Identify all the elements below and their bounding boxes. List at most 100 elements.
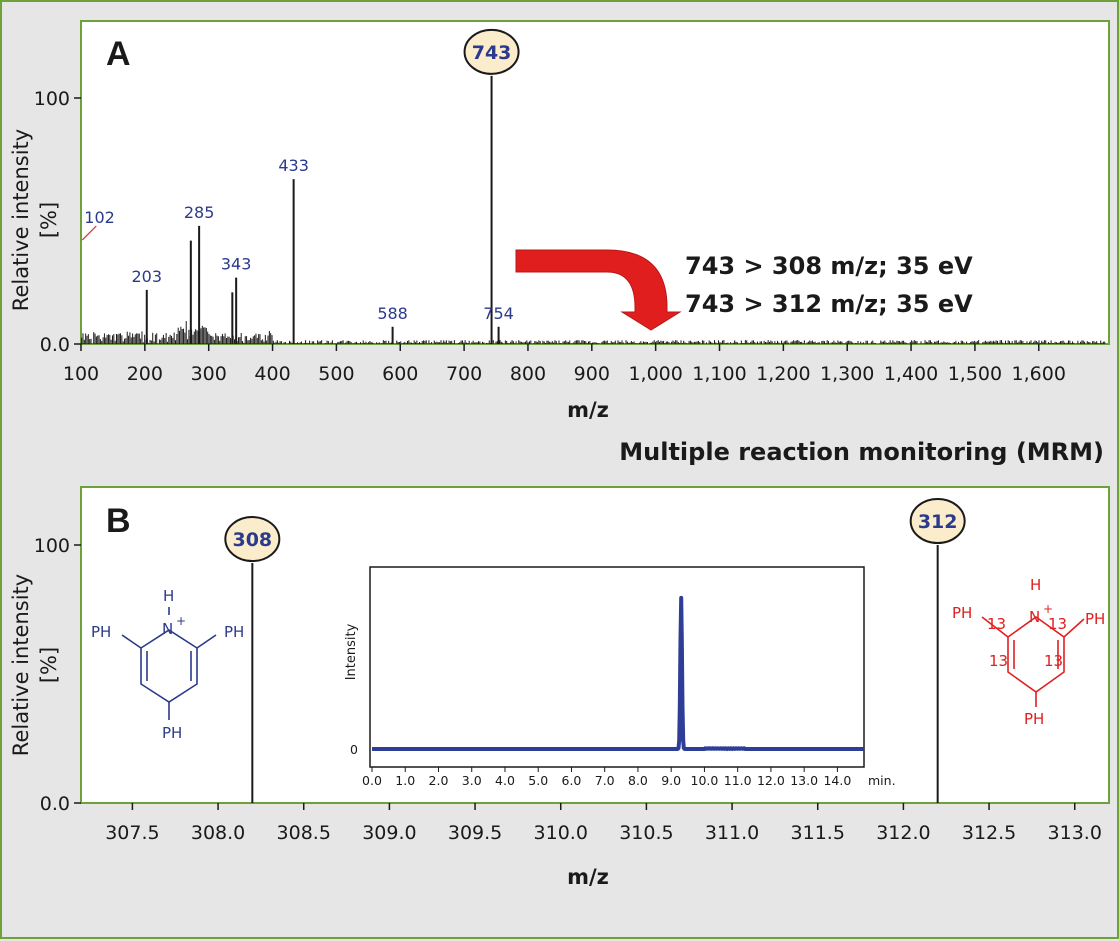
- panel-a-chart: 0.0 100 100 200 300 400 500 600 700 800 900 1,000 1,…: [9, 28, 1106, 422]
- x-tick-label: 600: [382, 363, 418, 385]
- x-tick-label: 100: [63, 363, 99, 385]
- inset-x-tick-label: 0.0: [362, 773, 382, 788]
- molecule-labeled-plus: +: [1043, 602, 1053, 616]
- molecule-unlabeled-ph-right: PH: [224, 623, 244, 641]
- y-axis-label: Relative intensity [%]: [9, 129, 61, 311]
- inset-x-tick-label: 6.0: [562, 773, 582, 788]
- y-tick-label: 0.0: [40, 334, 70, 356]
- inset-x-tick-label: 1.0: [395, 773, 415, 788]
- inset-x-tick-label: 14.0: [823, 773, 851, 788]
- molecule-unlabeled-ph-bottom: PH: [162, 724, 182, 742]
- x-tick-label: 308.5: [277, 822, 331, 844]
- x-tick-label: 1,100: [692, 363, 746, 385]
- inset-y-tick-label: 0: [350, 742, 358, 757]
- y-axis-label: Relative intensity [%]: [9, 574, 61, 756]
- panel-a-label: A: [106, 35, 131, 73]
- molecule-labeled-c13-3: 13: [989, 652, 1008, 670]
- molecule-labeled-c13-2: 13: [1048, 615, 1067, 633]
- molecule-labeled-n: N: [1029, 608, 1040, 626]
- molecule-unlabeled-plus: +: [176, 614, 186, 628]
- y-tick-label: 100: [34, 535, 70, 557]
- peak-highlight-bubble: [224, 516, 281, 563]
- panel-b-chart: 0.0 100 307.5 308.0 308.5 309.0 309.5 310.0 310.…: [9, 498, 1102, 889]
- x-tick-label: 311.0: [705, 822, 759, 844]
- peak-highlight-label: 312: [918, 511, 958, 533]
- molecule-labeled: [981, 616, 1085, 707]
- transition-line-1: 743 > 308 m/z; 35 eV: [685, 252, 973, 280]
- peak-highlight-bubble: [463, 28, 520, 75]
- x-tick-label: 1,500: [948, 363, 1002, 385]
- y-axis-label-line-2: [%]: [37, 202, 61, 238]
- inset-y-axis-label: Intensity: [344, 623, 359, 680]
- x-tick-label: 1,200: [756, 363, 810, 385]
- x-tick-label: 1,300: [820, 363, 874, 385]
- x-tick-label: 313.0: [1048, 822, 1102, 844]
- x-tick-label: 1,600: [1012, 363, 1066, 385]
- peak-label: 754: [483, 304, 514, 323]
- molecule-labeled-c13-4: 13: [1044, 652, 1063, 670]
- x-tick-label: 200: [127, 363, 163, 385]
- peak-label: 588: [377, 304, 408, 323]
- peak-label: 285: [184, 203, 215, 222]
- molecule-unlabeled-n: N: [162, 620, 173, 638]
- peak-label: 343: [221, 255, 252, 274]
- peak-label: 102: [84, 208, 115, 227]
- y-tick-label: 0.0: [40, 793, 70, 815]
- x-tick-label: 308.0: [191, 822, 245, 844]
- peak-highlight-label: 308: [232, 529, 272, 551]
- peak-label-leader: [81, 225, 97, 241]
- molecule-labeled-ph-right: PH: [1085, 610, 1105, 628]
- molecule-labeled-c13-1: 13: [987, 615, 1006, 633]
- chromatogram-trace: [370, 595, 866, 751]
- y-axis-label-line-2: [%]: [37, 647, 61, 683]
- x-tick-label: 800: [510, 363, 546, 385]
- x-tick-label: 310.5: [619, 822, 673, 844]
- molecule-unlabeled: [121, 607, 217, 720]
- molecule-unlabeled-bonds: [121, 607, 217, 720]
- x-tick-label: 1,000: [628, 363, 682, 385]
- transition-arrow-icon: [515, 249, 682, 331]
- x-tick-label: 311.5: [791, 822, 845, 844]
- transition-line-2: 743 > 312 m/z; 35 eV: [685, 290, 973, 318]
- molecule-labeled-bonds: [981, 616, 1085, 707]
- x-axis-label: m/z: [567, 865, 609, 889]
- inset-x-unit: min.: [868, 773, 896, 788]
- x-tick-label: 309.5: [448, 822, 502, 844]
- molecule-unlabeled-h: H: [163, 587, 174, 605]
- inset-x-tick-label: 9.0: [661, 773, 681, 788]
- x-tick-label: 500: [318, 363, 354, 385]
- inset-x-tick-label: 3.0: [462, 773, 482, 788]
- x-axis-label: m/z: [567, 398, 609, 422]
- x-tick-label: 310.0: [534, 822, 588, 844]
- inset-x-tick-label: 12.0: [757, 773, 785, 788]
- x-tick-label: 900: [574, 363, 610, 385]
- molecule-labeled-ph-left: PH: [952, 604, 972, 622]
- x-tick-label: 700: [446, 363, 482, 385]
- chromatogram-inset: 0.0 1.0 2.0 3.0 4.0 5.0 6.0 7.0 8.0 9.0 10.0 11.0 12…: [350, 595, 896, 788]
- inset-x-tick-label: 8.0: [628, 773, 648, 788]
- x-tick-label: 1,400: [884, 363, 938, 385]
- inset-x-tick-label: 7.0: [595, 773, 615, 788]
- mrm-section-title: Multiple reaction monitoring (MRM): [619, 438, 1104, 466]
- peak-highlight-bubble: [909, 498, 966, 544]
- x-tick-label: 312.5: [962, 822, 1016, 844]
- y-axis-label-line-1: Relative intensity: [9, 574, 33, 756]
- x-tick-label: 307.5: [105, 822, 159, 844]
- x-tick-label: 300: [191, 363, 227, 385]
- inset-x-tick-label: 10.0: [691, 773, 719, 788]
- inset-x-tick-label: 13.0: [790, 773, 818, 788]
- x-tick-label: 400: [254, 363, 290, 385]
- y-tick-label: 100: [34, 88, 70, 110]
- y-axis-label-line-1: Relative intensity: [9, 129, 33, 311]
- molecule-labeled-h: H: [1030, 576, 1041, 594]
- peak-label: 433: [278, 156, 309, 175]
- panel-b-label: B: [106, 502, 131, 540]
- chromatogram-inset-frame: [369, 566, 865, 768]
- x-tick-label: 312.0: [876, 822, 930, 844]
- inset-x-tick-label: 5.0: [528, 773, 548, 788]
- inset-x-tick-label: 11.0: [724, 773, 752, 788]
- inset-x-tick-label: 4.0: [495, 773, 515, 788]
- peak-highlight-label: 743: [472, 42, 512, 64]
